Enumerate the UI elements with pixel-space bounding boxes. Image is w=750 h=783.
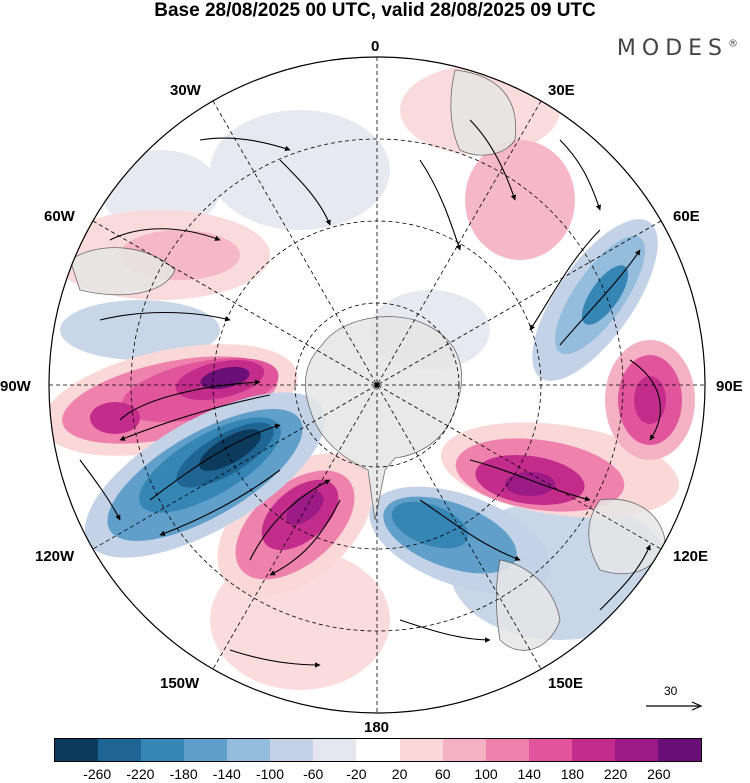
colorbar-tick-label: 220 bbox=[603, 766, 628, 782]
colorbar-segment bbox=[442, 739, 486, 761]
colorbar-tick-label: 100 bbox=[474, 766, 498, 782]
south-pole-marker bbox=[374, 382, 380, 388]
colorbar-segment bbox=[571, 739, 615, 761]
colorbar-segment bbox=[657, 739, 701, 761]
map-title: Base 28/08/2025 00 UTC, valid 28/08/2025… bbox=[154, 0, 596, 21]
colorbar-segment bbox=[184, 739, 228, 761]
colorbar-tick-label: -100 bbox=[255, 766, 285, 782]
colorbar-tick-label: -180 bbox=[169, 766, 198, 782]
land-masses bbox=[69, 69, 666, 651]
colorbar-tick-label: -60 bbox=[303, 766, 324, 782]
colorbar-segment bbox=[485, 739, 529, 761]
lon-label-60w: 60W bbox=[44, 208, 75, 225]
brand-text: MODES bbox=[616, 36, 728, 61]
field-layer bbox=[49, 57, 705, 713]
lon-label-120w: 120W bbox=[35, 548, 75, 565]
map-boundary-circle bbox=[48, 56, 706, 714]
colorbar-tick-label: 180 bbox=[560, 766, 585, 782]
colorbar-segment bbox=[399, 739, 443, 761]
colorbar-tick-label: -140 bbox=[212, 766, 241, 782]
colorbar-segment bbox=[356, 739, 400, 761]
colorbar-segment bbox=[98, 739, 142, 761]
colorbar-segment bbox=[141, 739, 185, 761]
lon-label-180: 180 bbox=[364, 719, 390, 736]
brand-mark: ® bbox=[728, 38, 738, 50]
polar-stereographic-map bbox=[48, 56, 706, 714]
graticule bbox=[49, 57, 705, 713]
lon-label-90w: 90W bbox=[0, 378, 31, 395]
colorbar-segment bbox=[313, 739, 357, 761]
colorbar-tick-labels: -260 -220 -180 -140 -100 -60 -20 20 60 100 140 180 2… bbox=[54, 766, 702, 783]
colorbar-segment bbox=[270, 739, 314, 761]
lon-label-60e: 60E bbox=[673, 208, 700, 225]
colorbar-segment bbox=[528, 739, 572, 761]
modes-logo: MODES® bbox=[617, 36, 738, 61]
colorbar-segment bbox=[55, 739, 99, 761]
lon-label-90e: 90E bbox=[716, 378, 743, 395]
colorbar-segment bbox=[227, 739, 271, 761]
reference-vector-arrow bbox=[646, 701, 703, 711]
wind-vectors bbox=[79, 119, 661, 668]
colorbar bbox=[54, 738, 702, 762]
lon-label-150e: 150E bbox=[548, 675, 584, 692]
colorbar-tick-label: -260 bbox=[83, 766, 112, 782]
colorbar-tick-label: -220 bbox=[126, 766, 155, 782]
colorbar-tick-label: 260 bbox=[647, 766, 671, 782]
colorbar-tick-label: 140 bbox=[517, 766, 541, 782]
colorbar-tick-label: 20 bbox=[391, 766, 408, 782]
lon-label-30w: 30W bbox=[170, 82, 201, 99]
colorbar-segment bbox=[614, 739, 658, 761]
lon-label-0: 0 bbox=[371, 38, 380, 55]
lon-label-120e: 120E bbox=[673, 548, 709, 565]
lon-label-30e: 30E bbox=[548, 82, 575, 99]
lon-label-150w: 150W bbox=[160, 675, 200, 692]
reference-vector-label: 30 bbox=[664, 684, 678, 698]
colorbar-tick-label: -20 bbox=[346, 766, 367, 782]
colorbar-tick-label: 60 bbox=[435, 766, 451, 782]
